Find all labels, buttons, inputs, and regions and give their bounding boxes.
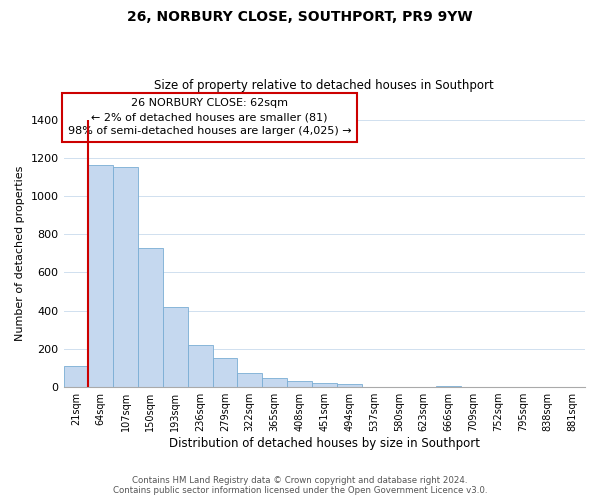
Bar: [163, 307, 188, 387]
Bar: [88, 166, 113, 387]
X-axis label: Distribution of detached houses by size in Southport: Distribution of detached houses by size …: [169, 437, 480, 450]
Bar: [188, 345, 212, 387]
Bar: [287, 382, 312, 387]
Title: Size of property relative to detached houses in Southport: Size of property relative to detached ho…: [154, 79, 494, 92]
Text: 26 NORBURY CLOSE: 62sqm
← 2% of detached houses are smaller (81)
98% of semi-det: 26 NORBURY CLOSE: 62sqm ← 2% of detached…: [68, 98, 352, 136]
Text: 26, NORBURY CLOSE, SOUTHPORT, PR9 9YW: 26, NORBURY CLOSE, SOUTHPORT, PR9 9YW: [127, 10, 473, 24]
Bar: [238, 373, 262, 387]
Bar: [262, 378, 287, 387]
Y-axis label: Number of detached properties: Number of detached properties: [15, 166, 25, 341]
Text: Contains HM Land Registry data © Crown copyright and database right 2024.
Contai: Contains HM Land Registry data © Crown c…: [113, 476, 487, 495]
Bar: [337, 384, 362, 387]
Bar: [138, 248, 163, 387]
Bar: [113, 168, 138, 387]
Bar: [212, 358, 238, 387]
Bar: [436, 386, 461, 387]
Bar: [312, 384, 337, 387]
Bar: [64, 366, 88, 387]
